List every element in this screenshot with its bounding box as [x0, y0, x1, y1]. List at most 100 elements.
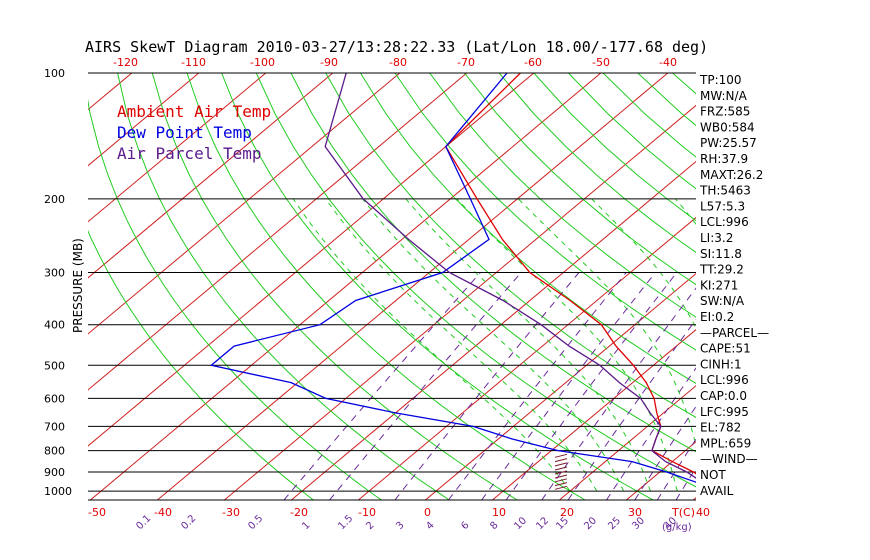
mixing-ratio-tick-label: 0.1	[134, 513, 153, 532]
stats-entry: MW:N/A	[700, 89, 748, 103]
chart-title: AIRS SkewT Diagram 2010-03-27/13:28:22.3…	[85, 38, 708, 56]
dry-adiabat-line	[777, 73, 870, 500]
top-temp-tick-label: -40	[659, 56, 677, 69]
isotherm-line	[0, 73, 65, 500]
stats-entry: PW:25.57	[700, 136, 757, 150]
pressure-tick-label: 400	[44, 319, 65, 332]
isotherm-line	[88, 73, 468, 391]
top-temp-tick-label: -90	[320, 56, 338, 69]
dew-point-temp-line	[209, 73, 696, 483]
pressure-tick-label: 800	[44, 445, 65, 458]
isotherm-line	[88, 73, 267, 223]
stats-entry: RH:37.9	[700, 152, 748, 166]
isotherm-line	[425, 272, 696, 500]
wind-barb	[554, 485, 568, 490]
top-temp-tick-label: -60	[524, 56, 542, 69]
x-axis-unit-label: T(C)	[671, 506, 695, 519]
wind-barb	[554, 453, 568, 458]
mixing-ratio-line	[567, 318, 696, 500]
moist-adiabat-line	[591, 198, 696, 330]
pressure-tick-label: 700	[44, 420, 65, 433]
isotherm-line	[90, 73, 602, 500]
stats-entry: —WIND—	[700, 452, 758, 466]
dry-adiabat-lines	[88, 73, 870, 500]
mixing-ratio-tick-label: 20	[582, 515, 599, 532]
stats-entry: SI:11.8	[700, 247, 742, 261]
top-temp-tick-label: -70	[457, 56, 475, 69]
mixing-ratio-line	[481, 272, 656, 500]
moist-adiabat-line	[838, 199, 870, 491]
wind-barb	[554, 470, 568, 475]
pressure-tick-label: 500	[44, 359, 65, 372]
isotherm-line	[88, 73, 535, 447]
wind-barb	[554, 482, 568, 487]
mixing-ratio-line	[808, 273, 870, 501]
bottom-temp-tick-label: -50	[88, 506, 106, 519]
dry-adiabat-line	[429, 73, 696, 318]
dry-adiabat-line	[498, 73, 696, 254]
mixing-ratio-tick-label: 0.2	[179, 513, 198, 532]
isotherm-line	[157, 73, 669, 500]
isotherm-line	[291, 160, 696, 500]
stats-entry: KI:271	[700, 278, 738, 292]
bottom-temp-tick-label: 0	[424, 506, 431, 519]
bottom-temp-tick-label: 40	[696, 506, 710, 519]
stats-entry: CAP:0.0	[700, 389, 747, 403]
bottom-temp-tick-label: -40	[154, 506, 172, 519]
mixing-ratio-tick-label: 3	[394, 520, 406, 532]
mixing-ratio-tick-label: 0.5	[246, 513, 265, 532]
stats-entry: LFC:995	[700, 405, 749, 419]
mixing-ratio-line	[776, 273, 870, 501]
moist-adiabat-line	[362, 198, 625, 492]
dry-adiabat-line	[394, 73, 696, 351]
isotherm-line	[88, 73, 200, 167]
mixing-ratio-line	[606, 367, 696, 500]
dry-adiabat-line	[88, 98, 382, 500]
bottom-temp-tick-label: 30	[628, 506, 642, 519]
stats-entry: SW:N/A	[700, 294, 745, 308]
dry-adiabat-line	[846, 73, 870, 500]
moist-adiabat-line	[456, 198, 678, 492]
bottom-temp-tick-label: 20	[560, 506, 574, 519]
stats-entry: WB0:584	[700, 120, 755, 134]
wind-barb	[554, 462, 568, 467]
stats-entry: NOT	[700, 468, 726, 482]
stats-entry: CINH:1	[700, 357, 742, 371]
mixing-ratio-tick-label: 8	[488, 520, 500, 532]
dry-adiabat-line	[290, 73, 696, 453]
bottom-temp-tick-label: -10	[358, 506, 376, 519]
mixing-ratio-tick-label: 6	[459, 520, 471, 532]
isobar-lines	[88, 73, 696, 492]
mixing-ratio-line	[329, 272, 522, 500]
pressure-tick-label: 100	[44, 67, 65, 80]
mixing-ratio-line	[283, 272, 481, 500]
legend-entry-parcel: Air Parcel Temp	[117, 144, 262, 163]
stats-entry: —PARCEL—	[700, 326, 769, 340]
air-parcel-temp-line	[324, 73, 696, 479]
mixing-ratio-line	[634, 405, 696, 500]
stats-entry: LI:3.2	[700, 231, 733, 245]
pressure-tick-label: 900	[44, 466, 65, 479]
dry-adiabat-line	[359, 73, 696, 385]
stats-entry: MPL:659	[700, 436, 751, 450]
pressure-tick-label: 600	[44, 392, 65, 405]
dry-adiabat-line	[325, 73, 696, 418]
isotherm-line	[492, 329, 696, 500]
stats-entry: EL:782	[700, 421, 741, 435]
isotherm-line	[88, 73, 334, 279]
moist-adiabat-line	[518, 198, 696, 449]
stats-entry: TT:29.2	[699, 263, 744, 277]
wind-barbs	[554, 453, 568, 490]
stats-entry: FRZ:585	[700, 105, 750, 119]
isotherm-line	[358, 216, 696, 500]
mixing-ratio-tick-label: 12	[534, 515, 551, 532]
isotherm-line	[760, 73, 870, 500]
sounding-series	[209, 73, 696, 483]
moist-adiabat-line	[760, 199, 793, 491]
stats-entry: CAPE:51	[700, 342, 751, 356]
mixing-ratio-line	[505, 272, 678, 500]
isotherm-line	[224, 104, 696, 500]
stats-entry: TH:5463	[699, 184, 751, 198]
